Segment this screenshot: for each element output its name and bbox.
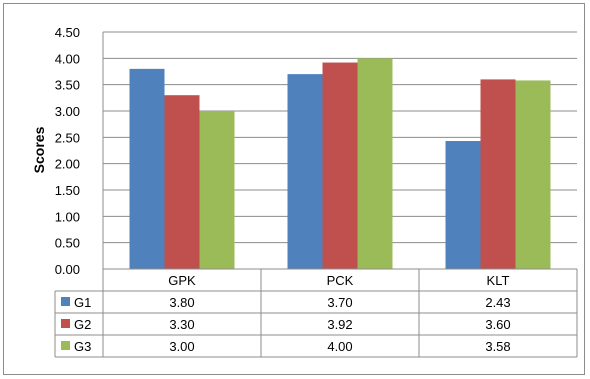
- y-tick-label: 3.00: [55, 104, 80, 119]
- table-cell: 3.60: [485, 317, 510, 332]
- bar-g3-pck: [357, 58, 393, 270]
- y-tick-label: 1.00: [55, 209, 80, 224]
- legend-swatch-g2: [61, 319, 70, 328]
- bar-g2-gpk: [164, 95, 200, 269]
- y-tick-label: 2.50: [55, 130, 80, 145]
- x-tick-label: KLT: [487, 273, 510, 288]
- bar-g2-pck: [322, 62, 358, 270]
- bar-g1-pck: [287, 74, 323, 269]
- legend-label: G2: [74, 317, 91, 332]
- bar-g3-klt: [515, 80, 551, 269]
- legend-swatch-g1: [61, 297, 70, 306]
- table-cell: 3.30: [169, 317, 194, 332]
- legend-swatch-g3: [61, 341, 70, 350]
- x-tick-label: PCK: [327, 273, 354, 288]
- y-tick-label: 2.00: [55, 157, 80, 172]
- bar-g2-klt: [480, 79, 516, 270]
- y-axis-label: Scores: [31, 126, 47, 173]
- x-tick-label: GPK: [168, 273, 196, 288]
- y-tick-label: 4.00: [55, 51, 80, 66]
- legend-label: G3: [74, 339, 91, 354]
- legend-label: G1: [74, 295, 91, 310]
- y-tick-label: 0.50: [55, 236, 80, 251]
- bar-g1-gpk: [129, 68, 165, 269]
- y-tick-label: 1.50: [55, 183, 80, 198]
- table-cell: 3.00: [169, 339, 194, 354]
- table-cell: 3.92: [327, 317, 352, 332]
- y-tick-label: 4.50: [55, 25, 80, 40]
- table-cell: 3.70: [327, 295, 352, 310]
- bar-g3-gpk: [199, 111, 235, 269]
- y-tick-label: 0.00: [55, 262, 80, 277]
- table-cell: 2.43: [485, 295, 510, 310]
- y-tick-label: 3.50: [55, 78, 80, 93]
- table-cell: 3.58: [485, 339, 510, 354]
- table-cell: 4.00: [327, 339, 352, 354]
- bar-g1-klt: [445, 141, 481, 269]
- table-cell: 3.80: [169, 295, 194, 310]
